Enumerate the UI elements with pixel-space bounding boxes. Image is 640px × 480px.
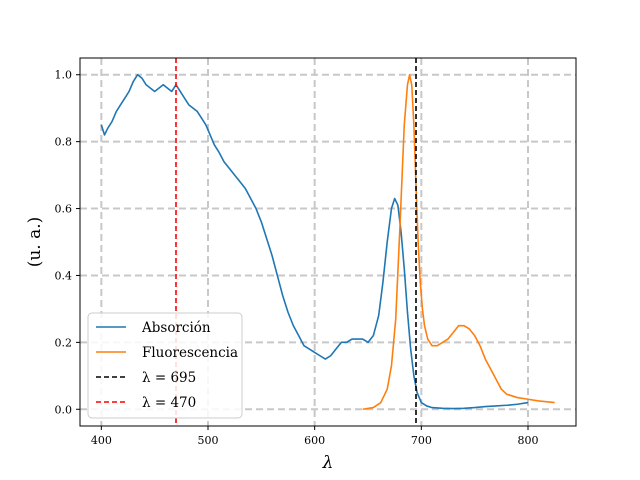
grid (80, 58, 576, 426)
x-axis-label: λ (322, 453, 334, 473)
axis-ticks: 400 500 600 700 800 0.0 0.2 0.4 0.6 0.8 1.0 (55, 69, 539, 447)
y-tick-label: 0.2 (55, 336, 73, 349)
y-axis-label: (u. a.) (25, 217, 45, 268)
legend-label: Fluorescencia (142, 345, 238, 361)
x-tick-label: 400 (91, 434, 112, 447)
x-tick-label: 500 (198, 434, 219, 447)
series-line-1 (362, 73, 555, 411)
x-tick-label: 600 (304, 434, 325, 447)
legend-label: λ = 695 (142, 370, 196, 386)
y-tick-label: 0.8 (55, 136, 73, 149)
y-tick-label: 1.0 (55, 69, 73, 82)
legend-label: Absorción (141, 320, 211, 336)
legend-label: λ = 470 (142, 395, 196, 411)
y-tick-label: 0.4 (55, 269, 73, 282)
y-tick-label: 0.0 (55, 403, 73, 416)
x-tick-label: 800 (518, 434, 539, 447)
legend-box (87, 312, 243, 419)
x-tick-label: 700 (411, 434, 432, 447)
plot-frame (79, 57, 577, 427)
y-tick-label: 0.6 (55, 203, 73, 216)
legend: Absorción Fluorescencia λ = 695 λ = 470 (87, 312, 243, 419)
series-line-0 (100, 73, 529, 410)
